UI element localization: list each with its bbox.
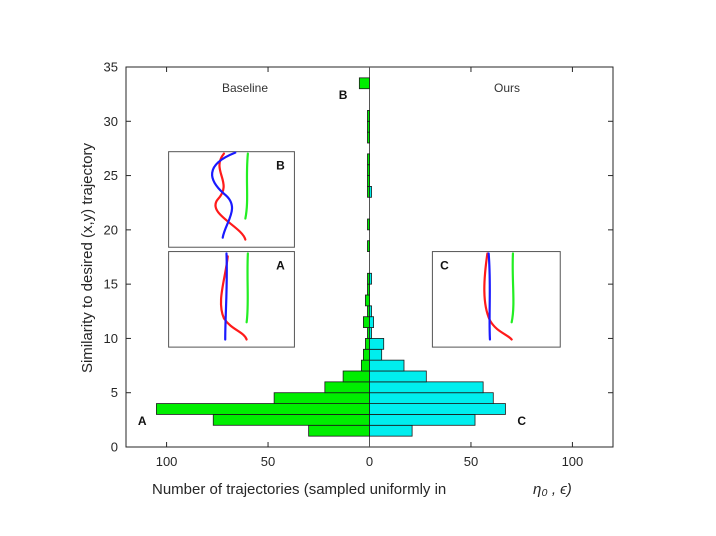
baseline-bar xyxy=(367,164,370,176)
inset-box xyxy=(431,251,561,348)
x-tick-label: 100 xyxy=(562,454,584,469)
ours-bar xyxy=(369,186,372,198)
ours-bar xyxy=(369,272,372,285)
baseline-bar xyxy=(367,175,370,187)
trajectory-line xyxy=(211,151,237,239)
inset-box xyxy=(168,251,295,348)
x-tick-label: 0 xyxy=(366,454,373,469)
inset-label: C xyxy=(440,259,449,273)
x-tick-label: 100 xyxy=(156,454,178,469)
trajectory-line xyxy=(245,252,249,324)
baseline-bar xyxy=(365,294,370,307)
bin-markers: A B C xyxy=(138,88,526,428)
ours-bar xyxy=(369,414,476,426)
bin-marker-label: A xyxy=(138,414,147,428)
ours-bar xyxy=(369,305,372,318)
ours-bar xyxy=(369,392,494,404)
baseline-bar xyxy=(156,403,370,415)
baseline-bar xyxy=(308,424,370,437)
ours-bar xyxy=(369,381,484,394)
baseline-bar xyxy=(363,316,370,328)
ours-bar xyxy=(369,348,383,361)
trajectory-line xyxy=(510,252,515,324)
baseline-bar xyxy=(358,77,370,90)
bin-marker-label: C xyxy=(517,414,526,428)
trajectory-line xyxy=(487,252,492,341)
panel-label-ours: Ours xyxy=(494,81,520,95)
trajectory-line xyxy=(224,252,228,341)
baseline-bar xyxy=(363,348,370,361)
ours-bar xyxy=(369,424,413,437)
y-tick-label: 25 xyxy=(104,168,118,183)
inset-label: A xyxy=(276,259,285,273)
baseline-bar xyxy=(212,414,370,426)
baseline-bar xyxy=(367,131,370,144)
baseline-bar xyxy=(367,120,370,133)
bin-marker-label: B xyxy=(339,88,348,102)
panel-label-baseline: Baseline xyxy=(222,81,268,95)
ours-bar xyxy=(369,370,427,383)
ours-bar xyxy=(369,338,385,350)
baseline-bar xyxy=(360,359,370,372)
y-tick-label: 5 xyxy=(111,385,118,400)
inset-label: B xyxy=(276,159,285,173)
ours-bar xyxy=(369,316,374,328)
baseline-bar xyxy=(367,240,370,252)
ours-bar xyxy=(369,327,372,339)
baseline-bar xyxy=(367,153,370,166)
baseline-bar xyxy=(367,283,370,296)
ours-bar xyxy=(369,359,405,372)
x-axis-label: Number of trajectories (sampled uniforml… xyxy=(152,481,446,498)
y-tick-label: 30 xyxy=(104,114,118,129)
trajectory-line xyxy=(244,152,249,220)
y-tick-label: 20 xyxy=(104,222,118,237)
baseline-bar xyxy=(324,381,370,394)
y-tick-label: 0 xyxy=(111,440,118,455)
x-axis-label-math: η₀ , ϵ) xyxy=(533,481,572,498)
trajectory-insets: B A C xyxy=(168,151,561,348)
baseline-bar xyxy=(365,338,370,350)
histogram-bars xyxy=(156,77,506,437)
ours-bar xyxy=(369,403,506,415)
baseline-bar xyxy=(367,110,370,122)
baseline-bar xyxy=(342,370,370,383)
inset-box xyxy=(168,151,295,248)
x-tick-label: 50 xyxy=(261,454,275,469)
y-tick-label: 10 xyxy=(104,331,118,346)
y-axis-label: Similarity to desired (x,y) trajectory xyxy=(79,142,96,373)
x-tick-label: 50 xyxy=(464,454,478,469)
y-tick-label: 35 xyxy=(104,60,118,75)
baseline-bar xyxy=(367,218,370,231)
baseline-bar xyxy=(273,392,370,404)
y-tick-label: 15 xyxy=(104,277,118,292)
trajectory-line xyxy=(219,255,248,341)
trajectory-line xyxy=(214,152,247,241)
